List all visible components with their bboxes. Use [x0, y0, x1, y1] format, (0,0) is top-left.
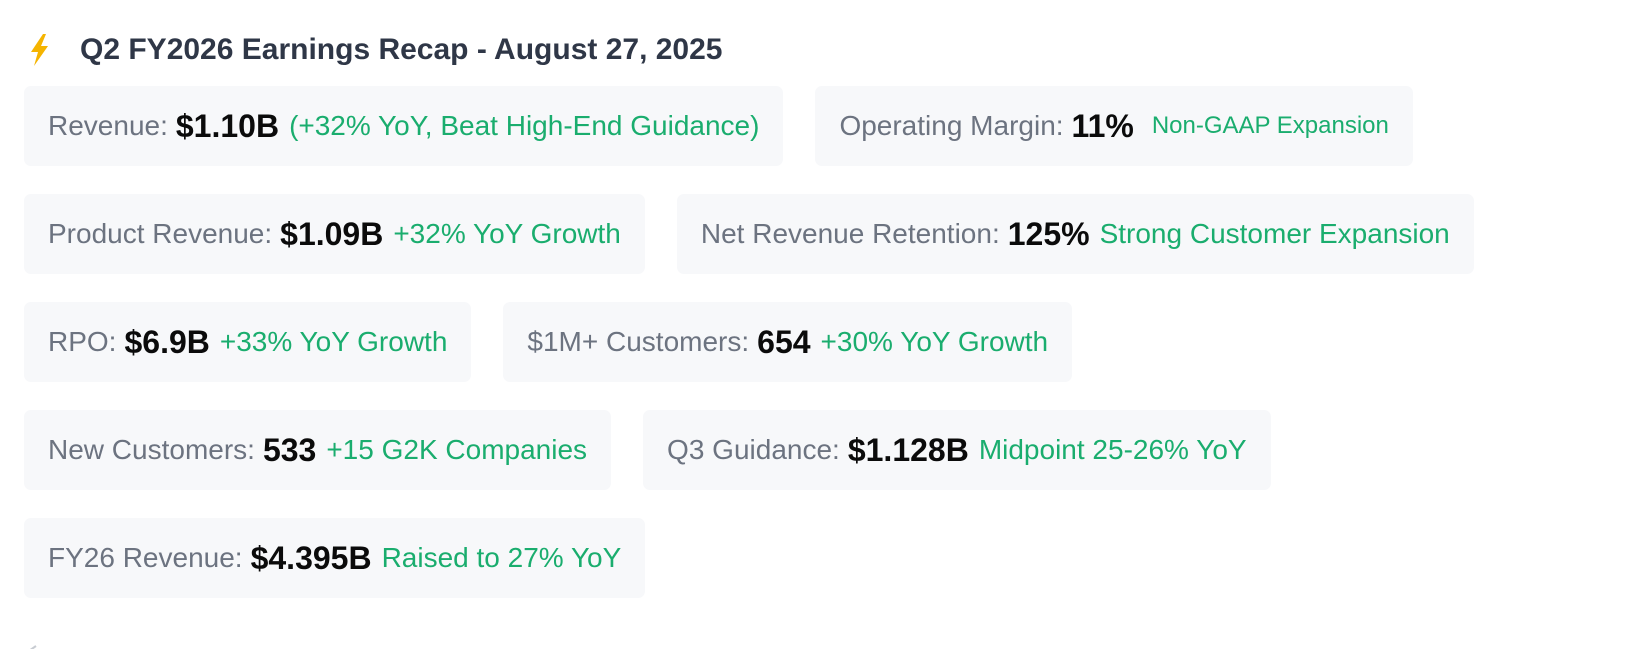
- metric-card-rpo: RPO: $6.9B +33% YoY Growth: [24, 302, 472, 382]
- metric-note: Midpoint 25-26% YoY: [978, 434, 1247, 465]
- metric-label: Operating Margin:: [839, 110, 1064, 141]
- metrics-row-3: RPO: $6.9B +33% YoY Growth $1M+ Customer…: [24, 302, 1073, 382]
- metrics-row-5: FY26 Revenue: $4.395B Raised to 27% YoY: [24, 518, 646, 598]
- page-title: Q2 FY2026 Earnings Recap - August 27, 20…: [80, 33, 723, 66]
- metric-label: Revenue:: [48, 110, 168, 141]
- metric-label: Net Revenue Retention:: [700, 218, 1000, 249]
- metric-card-net-revenue-retention: Net Revenue Retention: 125% Strong Custo…: [676, 194, 1474, 274]
- metric-card-operating-margin: Operating Margin: 11% Non-GAAP Expansion: [815, 86, 1413, 166]
- metric-label: FY26 Revenue:: [48, 542, 243, 573]
- metric-card-q3-guidance: Q3 Guidance: $1.128B Midpoint 25-26% YoY: [643, 410, 1271, 490]
- metric-note: +32% YoY Growth: [393, 218, 621, 249]
- metric-label: $1M+ Customers:: [527, 326, 750, 357]
- metric-note: Raised to 27% YoY: [381, 542, 622, 573]
- metric-value: 11%: [1071, 107, 1134, 144]
- metric-value: $6.9B: [124, 323, 210, 360]
- metric-note: Non-GAAP Expansion: [1151, 112, 1389, 139]
- metric-label: New Customers:: [48, 434, 255, 465]
- metric-note: +15 G2K Companies: [326, 434, 588, 465]
- metric-note: Strong Customer Expansion: [1099, 218, 1450, 249]
- metric-value: 654: [757, 323, 811, 360]
- metric-card-1m-customers: $1M+ Customers: 654 +30% YoY Growth: [503, 302, 1073, 382]
- metric-value: $1.128B: [847, 431, 969, 468]
- metrics-row-4: New Customers: 533 +15 G2K Companies Q3 …: [24, 410, 1271, 490]
- metric-value: $1.10B: [175, 107, 280, 144]
- metric-value: $1.09B: [280, 215, 384, 252]
- metric-card-fy26-revenue: FY26 Revenue: $4.395B Raised to 27% YoY: [24, 518, 646, 598]
- metric-value: $4.395B: [250, 539, 372, 576]
- metrics-row-1: Revenue: $1.10B (+32% YoY, Beat High-End…: [24, 86, 1413, 166]
- recap-header: Q2 FY2026 Earnings Recap - August 27, 20…: [26, 28, 722, 72]
- metric-card-revenue: Revenue: $1.10B (+32% YoY, Beat High-End…: [24, 86, 784, 166]
- metric-label: Product Revenue:: [48, 218, 273, 249]
- metric-value: 125%: [1007, 215, 1090, 252]
- metric-card-new-customers: New Customers: 533 +15 G2K Companies: [24, 410, 612, 490]
- metric-note: (+32% YoY, Beat High-End Guidance): [289, 110, 760, 141]
- metric-note: +33% YoY Growth: [219, 326, 448, 357]
- metrics-row-2: Product Revenue: $1.09B +32% YoY Growth …: [24, 194, 1474, 274]
- metric-note: +30% YoY Growth: [820, 326, 1049, 357]
- metric-card-product-revenue: Product Revenue: $1.09B +32% YoY Growth: [24, 194, 645, 274]
- resize-handle-icon[interactable]: [24, 640, 38, 649]
- metric-value: 533: [262, 431, 317, 468]
- lightning-bolt-icon: [26, 33, 52, 67]
- metric-label: RPO:: [48, 326, 117, 357]
- metric-label: Q3 Guidance:: [667, 434, 840, 465]
